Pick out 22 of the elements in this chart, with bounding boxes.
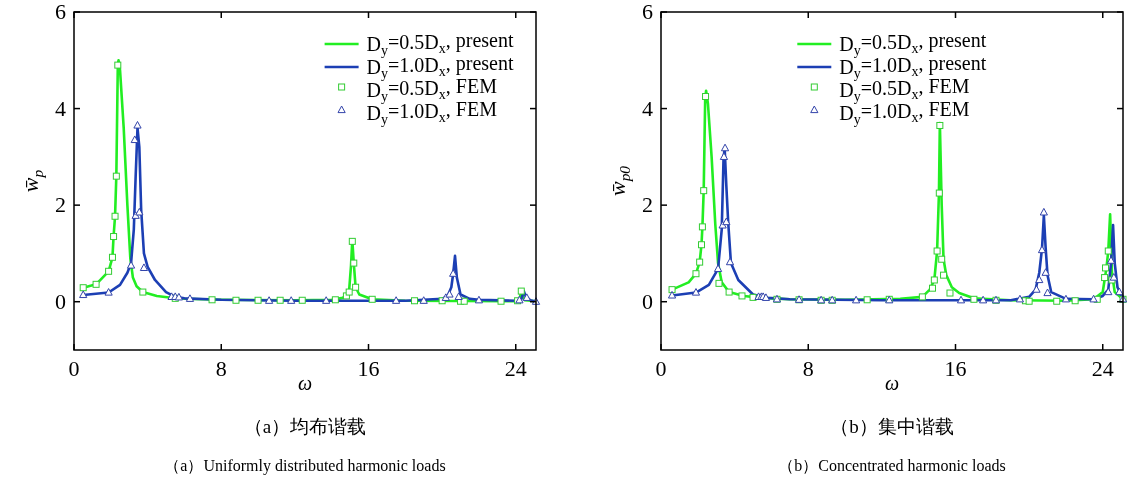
x-tick-label: 16	[944, 356, 967, 381]
legend-label: D$_{y}$=0.5D$_{x}$, present	[366, 29, 514, 59]
y-tick-label: 0	[55, 288, 66, 314]
x-tick-label: 8	[215, 356, 227, 381]
y-tick-label: 6	[55, 0, 66, 24]
x-tick-label: 16	[357, 356, 380, 381]
y-tick-label: 2	[642, 192, 653, 218]
legend-label: D$_{y}$=0.5D$_{x}$, present	[839, 29, 987, 59]
y-tick-label: 0	[642, 288, 653, 314]
y-tick-label: 6	[642, 0, 653, 24]
text: （a）均布谐载	[243, 416, 367, 437]
x-tick-label: 8	[802, 356, 814, 381]
y-tick-label: 4	[55, 95, 66, 121]
text: （a）Uniformly distributed harmonic loads	[164, 457, 446, 475]
y-tick-label: 2	[55, 192, 66, 218]
y-tick-label: 4	[642, 95, 653, 121]
x-axis-title: ω	[884, 372, 900, 394]
x-tick-label: 24	[504, 356, 527, 381]
text: （b）集中谐载	[830, 416, 954, 437]
text: （b）Concentrated harmonic loads	[778, 457, 1006, 474]
x-tick-label: 24	[1091, 356, 1114, 381]
x-axis-title: ω	[297, 372, 313, 394]
